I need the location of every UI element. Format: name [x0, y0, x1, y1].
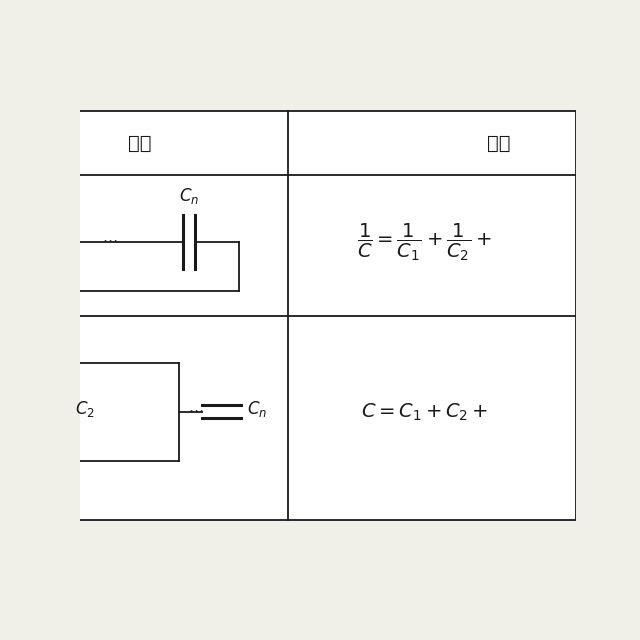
Text: 等效: 等效: [486, 134, 510, 153]
Text: 接图: 接图: [128, 134, 151, 153]
Text: $\cdots$: $\cdots$: [102, 232, 118, 247]
Text: $C = C_1 + C_2 +$: $C = C_1 + C_2 +$: [361, 401, 488, 422]
Text: $\dfrac{1}{C} = \dfrac{1}{C_1} + \dfrac{1}{C_2} +$: $\dfrac{1}{C} = \dfrac{1}{C_1} + \dfrac{…: [357, 221, 492, 262]
Text: $\cdots$: $\cdots$: [188, 402, 203, 417]
Text: $C_2$: $C_2$: [75, 399, 95, 419]
Text: $C_n$: $C_n$: [179, 186, 199, 206]
Text: $C_n$: $C_n$: [247, 399, 268, 419]
Bar: [55, 111, 576, 520]
